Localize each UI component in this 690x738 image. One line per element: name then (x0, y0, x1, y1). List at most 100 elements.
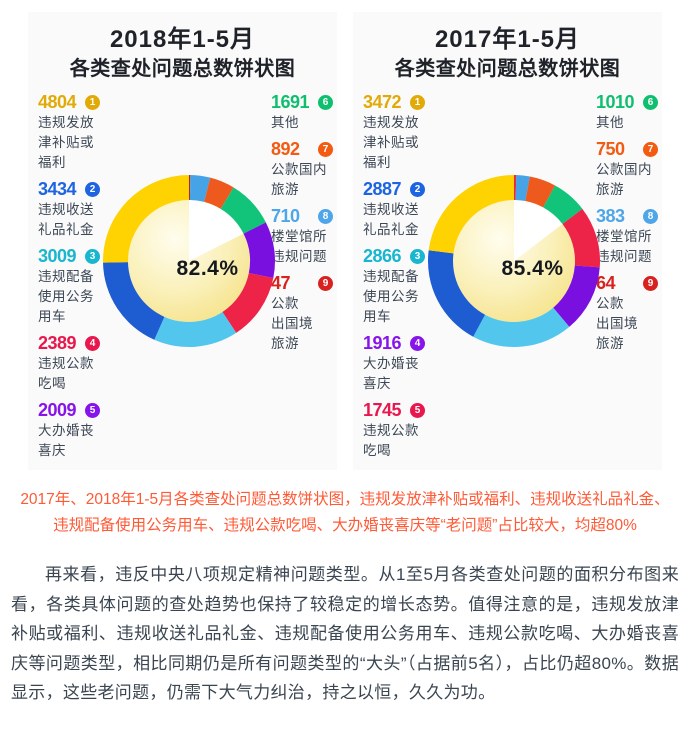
legend-label: 违规配备 使用公务 用车 (38, 269, 94, 324)
legend-column-left: 4804 1 违规发放 津补贴或 福利 3434 2 违规收送 礼品礼金 3009 3 违规配备… (38, 92, 100, 461)
legend-rank-badge: 4 (85, 336, 100, 351)
legend-value: 3472 (363, 92, 402, 112)
legend-value: 47 (271, 273, 291, 293)
inner-pie-remainder-wedge (188, 200, 244, 261)
legend-item-9: 47 9 公款 出国境 旅游 (271, 273, 333, 354)
legend-value: 1916 (363, 333, 402, 353)
legend-rank-badge: 8 (643, 209, 658, 224)
legend-item-9: 64 9 公款 出国境 旅游 (596, 273, 658, 354)
legend-value: 3009 (38, 246, 77, 266)
figure-caption: 2017年、2018年1-5月各类查处问题总数饼状图，违规发放津补贴或福利、违规… (0, 487, 690, 539)
legend-value: 4804 (38, 92, 77, 112)
legend-item-2: 2887 2 违规收送 礼品礼金 (363, 179, 425, 240)
inner-pie-remainder-wedge (513, 200, 562, 261)
legend-column-right: 1691 6 其他 892 7 公款国内 旅游 710 8 楼堂馆所 违规问题 47 9 公款 出国境… (271, 92, 333, 354)
donut-svg (427, 175, 600, 347)
legend-label: 违规配备 使用公务 用车 (363, 269, 419, 324)
chart-card-2017: 2017年1-5月 各类查处问题总数饼状图 3472 1 违规发放 津补贴或 福利 2… (353, 12, 662, 470)
legend-rank-badge: 3 (85, 249, 100, 264)
legend-rank-badge: 6 (643, 95, 658, 110)
legend-item-1: 3472 1 违规发放 津补贴或 福利 (363, 92, 425, 173)
donut-chart-2018: 82.4% (101, 173, 277, 349)
legend-item-7: 750 7 公款国内 旅游 (596, 139, 658, 200)
legend-item-6: 1010 6 其他 (596, 92, 658, 133)
legend-item-8: 383 8 楼堂馆所 违规问题 (596, 206, 658, 267)
legend-label: 违规公款 吃喝 (363, 423, 419, 458)
legend-rank-badge: 2 (410, 182, 425, 197)
legend-value: 892 (271, 139, 300, 159)
legend-label: 违规发放 津补贴或 福利 (38, 115, 94, 170)
legend-item-8: 710 8 楼堂馆所 违规问题 (271, 206, 333, 267)
ring-slice-3 (153, 312, 236, 347)
legend-value: 2009 (38, 400, 77, 420)
legend-rank-badge: 4 (410, 336, 425, 351)
legend-label: 公款国内 旅游 (596, 162, 652, 197)
chart-title-line2: 各类查处问题总数饼状图 (394, 58, 621, 80)
legend-label: 大办婚丧 喜庆 (38, 423, 94, 458)
ring-slice-5 (561, 208, 600, 268)
legend-value: 1691 (271, 92, 310, 112)
legend-value: 2887 (363, 179, 402, 199)
ring-slice-5 (243, 222, 275, 279)
legend-rank-badge: 7 (318, 142, 333, 157)
legend-label: 楼堂馆所 违规问题 (271, 229, 327, 264)
legend-label: 公款 出国境 旅游 (271, 296, 313, 351)
legend-value: 1010 (596, 92, 635, 112)
legend-label: 其他 (596, 115, 624, 130)
legend-value: 2389 (38, 333, 77, 353)
ring-slice-2 (427, 250, 485, 337)
ring-slice-8 (515, 175, 530, 202)
legend-item-4: 1916 4 大办婚丧 喜庆 (363, 333, 425, 394)
legend-item-4: 2389 4 违规公款 吃喝 (38, 333, 100, 394)
charts-row: 2018年1-5月 各类查处问题总数饼状图 4804 1 违规发放 津补贴或 福利 3… (28, 12, 662, 470)
ring-slice-6 (542, 185, 582, 224)
ring-slice-8 (189, 175, 210, 202)
legend-label: 公款 出国境 旅游 (596, 296, 638, 351)
chart-title-2018: 2018年1-5月 各类查处问题总数饼状图 (28, 24, 337, 83)
legend-rank-badge: 7 (643, 142, 658, 157)
legend-column-right: 1010 6 其他 750 7 公款国内 旅游 383 8 楼堂馆所 违规问题 64 9 公款 出国境… (596, 92, 658, 354)
legend-label: 公款国内 旅游 (271, 162, 327, 197)
legend-item-5: 1745 5 违规公款 吃喝 (363, 400, 425, 461)
legend-value: 710 (271, 206, 300, 226)
legend-item-6: 1691 6 其他 (271, 92, 333, 133)
ring-slice-7 (524, 176, 555, 208)
legend-item-3: 2866 3 违规配备 使用公务 用车 (363, 246, 425, 327)
legend-value: 2866 (363, 246, 402, 266)
legend-item-2: 3434 2 违规收送 礼品礼金 (38, 179, 100, 240)
donut-svg (102, 175, 275, 347)
donut-chart-2017: 85.4% (426, 173, 602, 349)
legend-rank-badge: 1 (85, 95, 100, 110)
legend-value: 750 (596, 139, 625, 159)
ring-slice-1 (428, 175, 514, 254)
legend-column-left: 3472 1 违规发放 津补贴或 福利 2887 2 违规收送 礼品礼金 2866 3 违规配备… (363, 92, 425, 461)
chart-title-line1: 2018年1-5月 (109, 26, 256, 53)
legend-label: 违规发放 津补贴或 福利 (363, 115, 419, 170)
legend-rank-badge: 8 (318, 209, 333, 224)
legend-value: 64 (596, 273, 616, 293)
legend-rank-badge: 2 (85, 182, 100, 197)
legend-rank-badge: 9 (318, 276, 333, 291)
legend-label: 其他 (271, 115, 299, 130)
figure-caption-line2: 违规配备使用公务用车、违规公款吃喝、大办婚丧喜庆等“老问题”占比较大，均超80% (53, 517, 637, 534)
legend-item-3: 3009 3 违规配备 使用公务 用车 (38, 246, 100, 327)
legend-label: 违规收送 礼品礼金 (38, 202, 94, 237)
ring-slice-6 (220, 187, 266, 234)
donut-center-percent: 82.4% (176, 257, 239, 280)
legend-item-5: 2009 5 大办婚丧 喜庆 (38, 400, 100, 461)
legend-rank-badge: 9 (643, 276, 658, 291)
article-paragraph: 再来看，违反中央八项规定精神问题类型。从1至5月各类查处问题的面积分布图来看，各… (11, 565, 679, 702)
legend-label: 大办婚丧 喜庆 (363, 356, 419, 391)
ring-slice-1 (102, 175, 189, 263)
ring-slice-4 (221, 273, 273, 333)
ring-slice-2 (102, 262, 164, 340)
legend-label: 违规公款 吃喝 (38, 356, 94, 391)
legend-value: 3434 (38, 179, 77, 199)
legend-rank-badge: 6 (318, 95, 333, 110)
legend-label: 楼堂馆所 违规问题 (596, 229, 652, 264)
ring-slice-9 (188, 175, 190, 201)
legend-item-7: 892 7 公款国内 旅游 (271, 139, 333, 200)
legend-value: 383 (596, 206, 625, 226)
legend-rank-badge: 1 (410, 95, 425, 110)
ring-slice-3 (472, 307, 569, 347)
